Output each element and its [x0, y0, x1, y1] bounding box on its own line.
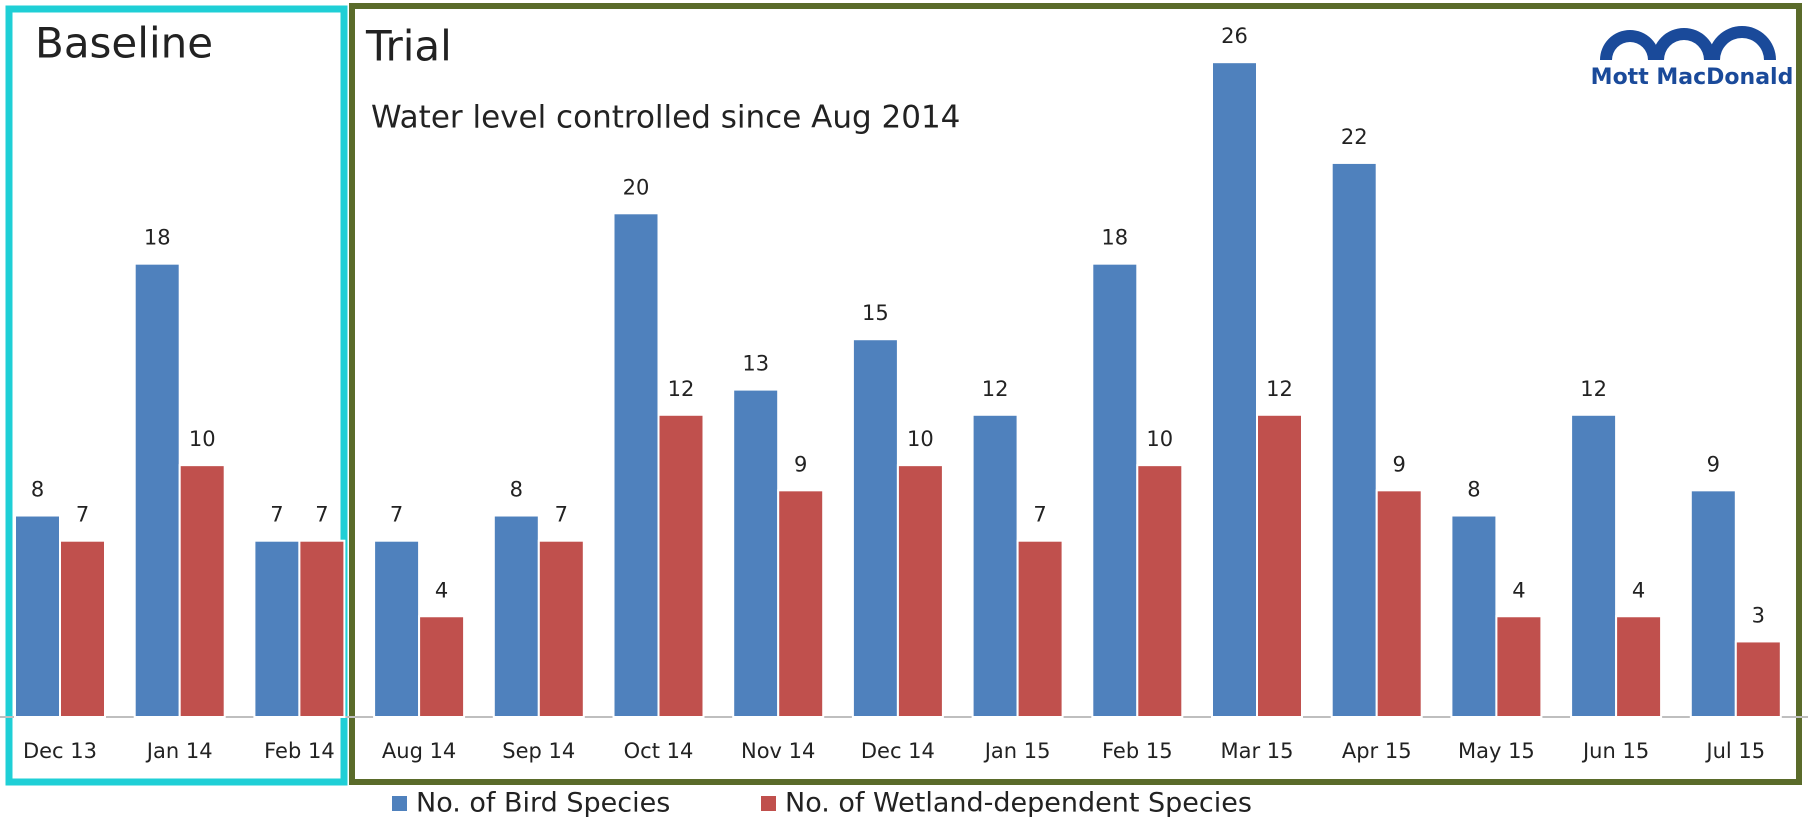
- bar: [732, 388, 780, 718]
- x-tick-label: Sep 14: [502, 739, 575, 763]
- bar: [1136, 464, 1184, 719]
- data-label: 7: [1033, 503, 1046, 527]
- data-label: 9: [1707, 452, 1720, 476]
- bar: [537, 539, 585, 718]
- bar: [133, 262, 181, 718]
- logo: Mott MacDonald: [1591, 26, 1794, 90]
- data-label: 20: [623, 175, 650, 199]
- logo-arc: [1652, 28, 1716, 60]
- legend-swatch: [392, 796, 407, 811]
- x-tick-label: Oct 14: [624, 739, 694, 763]
- bar: [851, 338, 899, 718]
- x-tick-label: Feb 15: [1102, 739, 1173, 763]
- bar: [1256, 413, 1303, 718]
- trial-label: Trial: [365, 22, 452, 71]
- data-label: 10: [907, 427, 934, 451]
- data-label: 9: [794, 452, 807, 476]
- x-tick-label: May 15: [1458, 739, 1535, 763]
- x-tick-label: Jun 15: [1581, 739, 1649, 763]
- bar: [1689, 489, 1737, 719]
- x-tick-label: Aug 14: [382, 739, 456, 763]
- data-label: 4: [435, 578, 448, 602]
- bar: [1016, 539, 1064, 718]
- data-label: 7: [555, 503, 568, 527]
- bar: [1211, 61, 1258, 719]
- data-label: 15: [862, 301, 889, 325]
- bar: [373, 539, 421, 718]
- data-label: 10: [1146, 427, 1173, 451]
- x-tick-label: Nov 14: [741, 739, 815, 763]
- data-label: 4: [1632, 578, 1645, 602]
- x-tick-label: Feb 14: [264, 739, 335, 763]
- logo-arc: [1708, 26, 1776, 60]
- x-tick-label: Dec 13: [23, 739, 97, 763]
- x-tick-label: Jul 15: [1704, 739, 1765, 763]
- data-label: 12: [1580, 377, 1607, 401]
- data-label: 8: [1467, 478, 1480, 502]
- logo-arc: [1600, 30, 1660, 60]
- data-label: 13: [742, 352, 769, 376]
- legend-swatch: [761, 796, 776, 811]
- data-label: 12: [668, 377, 695, 401]
- x-tick-label: Jan 14: [145, 739, 213, 763]
- data-label: 4: [1512, 578, 1525, 602]
- bar: [14, 514, 61, 718]
- data-label: 10: [189, 427, 216, 451]
- data-label: 12: [982, 377, 1009, 401]
- bar: [1330, 161, 1378, 719]
- baseline-label: Baseline: [35, 19, 213, 68]
- bar: [418, 615, 466, 719]
- data-label: 7: [76, 503, 89, 527]
- data-label: 8: [510, 478, 523, 502]
- x-tick-label: Mar 15: [1220, 739, 1293, 763]
- data-label: 18: [144, 226, 171, 250]
- bar: [657, 413, 705, 718]
- data-label: 7: [390, 503, 403, 527]
- x-tick-label: Jan 15: [983, 739, 1051, 763]
- legend-label: No. of Wetland-dependent Species: [785, 788, 1252, 819]
- legend-label: No. of Bird Species: [416, 788, 670, 819]
- data-label: 7: [270, 503, 283, 527]
- bar: [1734, 640, 1782, 719]
- trial-box: [349, 3, 1802, 785]
- data-label: 8: [31, 478, 44, 502]
- bar: [298, 539, 346, 718]
- x-tick-label: Apr 15: [1342, 739, 1412, 763]
- bar: [612, 212, 660, 718]
- bar: [971, 413, 1019, 718]
- baseline-box: [5, 5, 348, 786]
- bar: [1570, 413, 1618, 718]
- bar: [1495, 615, 1543, 719]
- bar: [896, 464, 944, 719]
- annotation: Water level controlled since Aug 2014: [371, 100, 960, 136]
- bar: [178, 464, 226, 719]
- bar: [59, 539, 106, 718]
- data-label: 22: [1341, 125, 1368, 149]
- data-label: 12: [1266, 377, 1293, 401]
- logo-text: Mott MacDonald: [1591, 65, 1794, 90]
- data-label: 7: [315, 503, 328, 527]
- bar: [1375, 489, 1423, 719]
- data-label: 26: [1221, 24, 1248, 48]
- bar: [253, 539, 301, 718]
- data-label: 9: [1393, 452, 1406, 476]
- bar: [777, 489, 825, 719]
- bar: [1615, 615, 1663, 719]
- data-label: 18: [1101, 226, 1128, 250]
- data-label: 3: [1752, 603, 1765, 627]
- bar: [492, 514, 540, 718]
- bar: [1091, 262, 1139, 718]
- x-tick-label: Dec 14: [861, 739, 935, 763]
- bar: [1450, 514, 1498, 718]
